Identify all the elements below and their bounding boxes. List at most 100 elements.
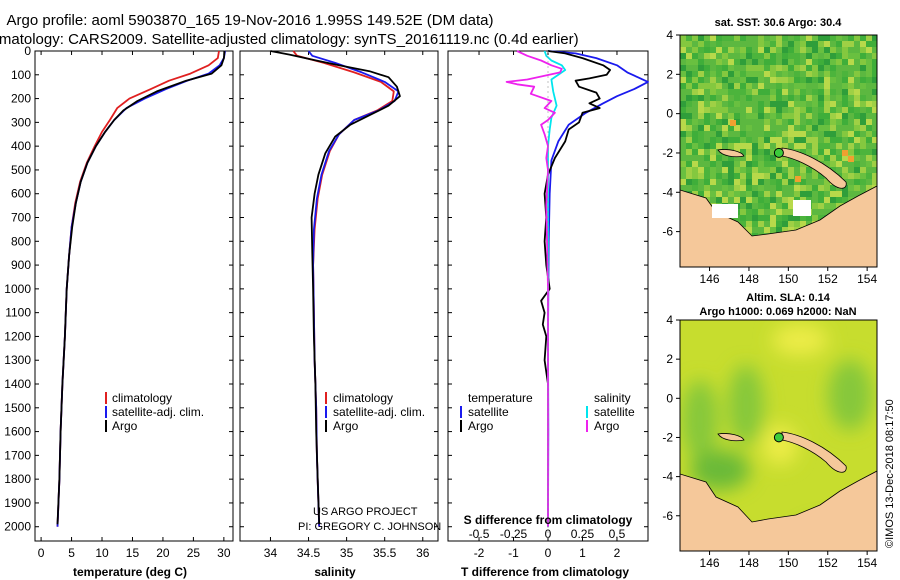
sst-cell xyxy=(758,185,764,191)
sst-cell xyxy=(686,77,692,83)
sst-cell xyxy=(746,173,752,179)
sst-cell xyxy=(818,41,824,47)
sst-cell xyxy=(866,47,872,53)
sst-cell xyxy=(824,107,830,113)
map-ytick-label: 2 xyxy=(666,67,673,81)
sst-cell xyxy=(722,47,728,53)
sst-cell xyxy=(722,167,728,173)
sst-cell xyxy=(824,155,830,161)
sst-cell xyxy=(812,47,818,53)
sst-cell xyxy=(734,167,740,173)
sst-cell xyxy=(782,59,788,65)
sst-cell xyxy=(776,185,782,191)
ytick-label: 0 xyxy=(24,44,31,58)
sst-cell xyxy=(836,59,842,65)
sst-cell xyxy=(686,113,692,119)
map-ytick-label: -4 xyxy=(662,185,673,199)
sst-cell xyxy=(686,137,692,143)
sst-cell xyxy=(782,203,788,209)
sst-cell xyxy=(842,197,848,203)
sst-cell xyxy=(788,131,794,137)
sst-cell xyxy=(722,197,728,203)
ytick-label: 1700 xyxy=(4,448,31,462)
sst-cell xyxy=(782,209,788,215)
sst-cell xyxy=(872,107,877,113)
sst-cell xyxy=(686,35,692,41)
sst-cell xyxy=(794,71,800,77)
sst-cell xyxy=(782,143,788,149)
sst-cell xyxy=(872,35,877,41)
sst-cell xyxy=(824,197,830,203)
sst-cell xyxy=(752,113,758,119)
sst-cell xyxy=(740,173,746,179)
sst-cell xyxy=(734,95,740,101)
sst-cell xyxy=(686,59,692,65)
sst-cell xyxy=(800,143,806,149)
sst-cell xyxy=(728,167,734,173)
sst-cell xyxy=(806,47,812,53)
sst-cell xyxy=(806,191,812,197)
sst-cell xyxy=(698,113,704,119)
sst-cell xyxy=(716,101,722,107)
sst-cell xyxy=(704,185,710,191)
sst-cell xyxy=(710,95,716,101)
sst-cell xyxy=(866,59,872,65)
sst-cell xyxy=(734,143,740,149)
sst-cell xyxy=(758,137,764,143)
sst-cell xyxy=(830,161,836,167)
sst-cell xyxy=(764,41,770,47)
sst-island xyxy=(781,147,847,189)
sst-cell xyxy=(782,65,788,71)
sst-cell xyxy=(782,101,788,107)
sst-cell xyxy=(764,155,770,161)
sst-cell xyxy=(680,179,686,185)
sst-cell xyxy=(872,173,877,179)
sst-cell xyxy=(806,77,812,83)
sst-cell xyxy=(806,107,812,113)
sst-cell xyxy=(686,173,692,179)
legend-t-satellite: satellite xyxy=(468,405,509,419)
sst-cell xyxy=(818,47,824,53)
sst-cell xyxy=(830,53,836,59)
sst-cell xyxy=(728,59,734,65)
sst-cell xyxy=(824,71,830,77)
x2tick-label: 0 xyxy=(545,527,552,541)
sst-cell xyxy=(788,173,794,179)
sst-cell xyxy=(728,143,734,149)
sst-cell xyxy=(734,35,740,41)
ytick-label: 1600 xyxy=(4,425,31,439)
sst-cell xyxy=(782,83,788,89)
temperature-panel: 0100200300400500600700800900100011001200… xyxy=(4,44,234,579)
sst-cell xyxy=(734,59,740,65)
sst-cell xyxy=(794,101,800,107)
sst-cell xyxy=(692,173,698,179)
sst-cell xyxy=(686,119,692,125)
sst-cell xyxy=(758,83,764,89)
sst-cell xyxy=(800,191,806,197)
sla-float-marker xyxy=(773,432,784,443)
sst-cell xyxy=(692,59,698,65)
sst-cell xyxy=(764,47,770,53)
sst-cell xyxy=(794,161,800,167)
sst-cell xyxy=(692,47,698,53)
sst-cell xyxy=(830,131,836,137)
sla-map-frame xyxy=(679,319,878,552)
xtick-label: 1 xyxy=(579,546,586,560)
legend-satellite-adj: satellite-adj. clim. xyxy=(112,405,204,419)
sst-cell xyxy=(764,119,770,125)
sst-cell xyxy=(770,161,776,167)
sst-cell xyxy=(842,77,848,83)
sst-cell xyxy=(728,125,734,131)
sst-cell xyxy=(698,35,704,41)
sst-cell xyxy=(782,113,788,119)
sst-cell xyxy=(746,71,752,77)
sst-cell xyxy=(704,149,710,155)
sst-cell xyxy=(812,89,818,95)
salinity-xlabel: salinity xyxy=(314,565,356,579)
sst-cell xyxy=(812,149,818,155)
sst-cell xyxy=(764,197,770,203)
sst-cell xyxy=(806,95,812,101)
sst-cell xyxy=(686,161,692,167)
sst-cell xyxy=(848,173,854,179)
sst-cell xyxy=(818,107,824,113)
